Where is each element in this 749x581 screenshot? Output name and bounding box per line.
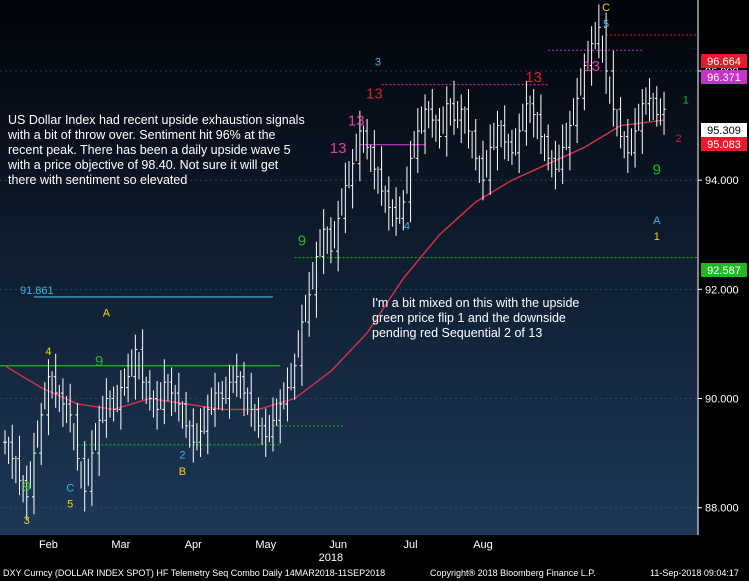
year-label: 2018 <box>319 552 343 564</box>
price-label-box <box>701 54 747 68</box>
y-tick-label: 92.000 <box>705 284 739 296</box>
price-label-box <box>701 137 747 151</box>
signal-label: 1 <box>654 231 660 243</box>
signal-label: A <box>653 215 661 227</box>
y-tick-label: 94.000 <box>705 175 739 187</box>
x-tick-label: Jul <box>404 539 418 551</box>
signal-label: 4 <box>404 220 410 232</box>
x-tick-label: Apr <box>185 539 202 551</box>
signal-label: 5 <box>67 499 73 511</box>
price-label-text: 95.083 <box>707 139 741 151</box>
price-label-text: 92.587 <box>707 265 741 277</box>
price-bars <box>3 4 667 520</box>
plot-background <box>0 0 749 565</box>
signal-label: 9 <box>653 162 661 179</box>
footer-bar: DXY Curncy (DOLLAR INDEX SPOT) HF Teleme… <box>0 565 749 581</box>
price-label-text: 96.371 <box>707 72 741 84</box>
footer-timestamp: 11-Sep-2018 09:04:17 <box>650 568 739 578</box>
level-label: 91.861 <box>20 285 54 297</box>
price-label-box <box>701 263 747 277</box>
signal-label: 3 <box>375 57 381 69</box>
x-tick-label: May <box>255 539 276 551</box>
price-label-text: 95.309 <box>707 125 741 137</box>
signal-label: 9 <box>95 353 103 370</box>
signal-label: 13 <box>583 58 600 75</box>
price-label-text: 96.664 <box>707 56 741 68</box>
footer-ticker: DXY Curncy (DOLLAR INDEX SPOT) HF Teleme… <box>3 568 386 578</box>
price-labels: 96.664 96.371 95.309 95.083 92.587 <box>701 54 747 277</box>
signal-label: 5 <box>603 18 609 30</box>
signal-label: 13 <box>366 85 383 102</box>
y-tick-label: 90.000 <box>705 394 739 406</box>
signal-label: 9 <box>298 233 306 250</box>
signal-label: 1 <box>683 95 689 107</box>
price-label-box <box>701 123 747 137</box>
commentary-note-2: I'm a bit mixed on this with the upside … <box>372 296 580 340</box>
axes: 88.00090.00092.00094.00096.000FebMarAprM… <box>0 0 749 565</box>
signal-label: C <box>66 482 74 494</box>
signal-label: 4 <box>45 346 51 358</box>
signal-label: 9 <box>23 478 31 495</box>
price-label-box <box>701 70 747 84</box>
x-tick-label: Aug <box>473 539 493 551</box>
signal-label: C <box>602 2 610 14</box>
y-tick-label: 88.000 <box>705 503 739 515</box>
signal-label: 3 <box>24 515 30 527</box>
signal-label: 13 <box>525 69 542 86</box>
signal-label: A <box>103 308 111 320</box>
signal-label: 13 <box>348 113 365 130</box>
signal-label: 2 <box>675 133 681 145</box>
x-tick-label: Feb <box>39 539 58 551</box>
grid-layer <box>0 70 698 509</box>
x-tick-label: Jun <box>329 539 347 551</box>
signal-label: B <box>179 466 186 478</box>
footer-copyright: Copyright® 2018 Bloomberg Finance L.P. <box>430 568 596 578</box>
commentary-note: US Dollar Index had recent upside exhaus… <box>8 113 305 187</box>
x-axis-panel <box>0 535 698 565</box>
x-tick-label: Mar <box>111 539 130 551</box>
signal-label: 13 <box>330 140 347 157</box>
y-axis-panel <box>698 0 749 565</box>
signal-label: 2 <box>179 450 185 462</box>
